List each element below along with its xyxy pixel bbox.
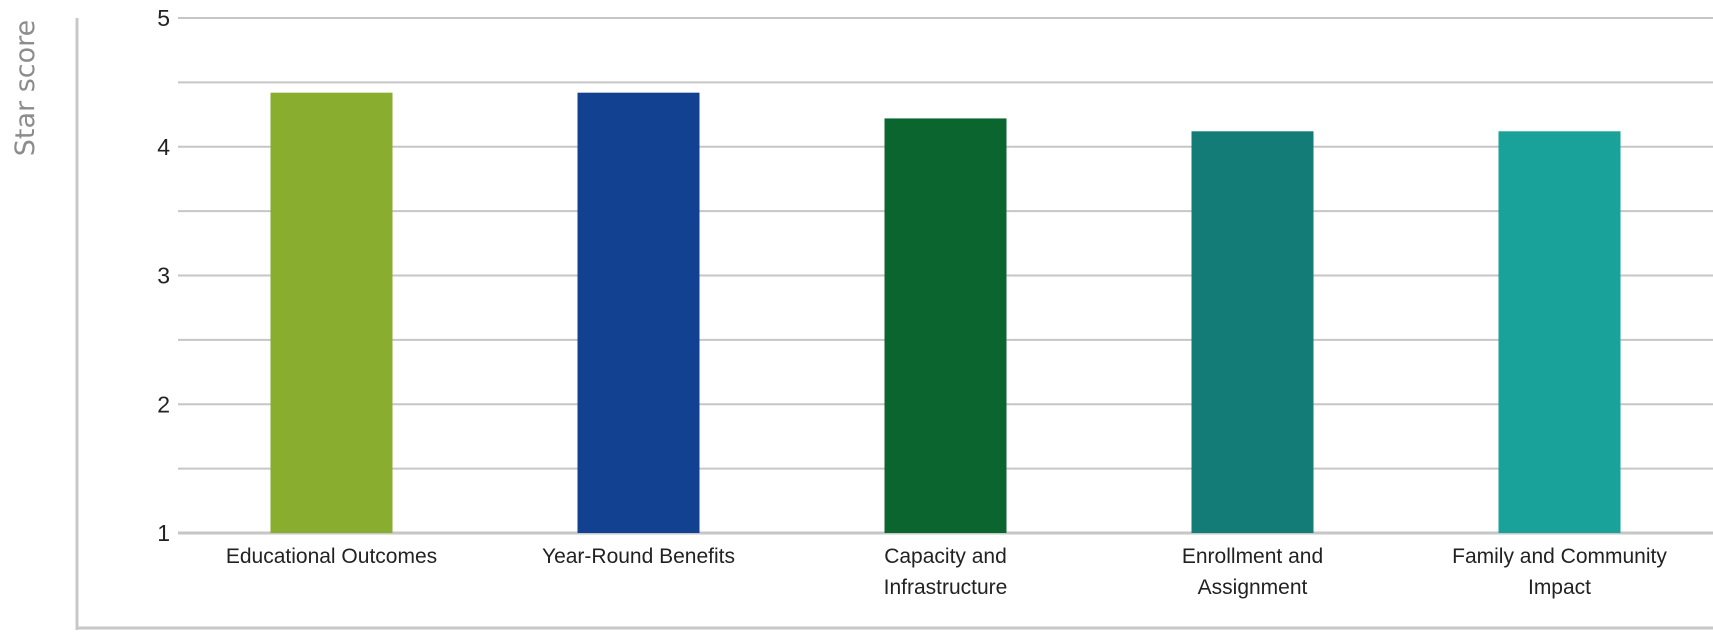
y-tick-labels: 1 2 3 4 5 bbox=[157, 5, 170, 546]
y-tick-label: 3 bbox=[157, 263, 170, 289]
bar bbox=[577, 92, 700, 534]
x-tick-label: Educational Outcomes bbox=[226, 545, 437, 568]
x-tick-label: Capacity and Infrastructure bbox=[884, 545, 1008, 599]
x-tick-labels: Educational Outcomes Year-Round Benefits C… bbox=[226, 545, 1668, 599]
bars bbox=[270, 92, 1621, 534]
y-tick-label: 2 bbox=[157, 391, 170, 417]
bar bbox=[884, 118, 1007, 534]
x-tick-label: Enrollment and Assignment bbox=[1182, 545, 1323, 599]
y-tick-label: 1 bbox=[157, 520, 170, 546]
y-axis-label: Star score bbox=[10, 20, 41, 157]
x-tick-label: Year-Round Benefits bbox=[542, 545, 735, 568]
y-tick-label: 5 bbox=[157, 5, 170, 31]
bar bbox=[1191, 131, 1314, 534]
y-tick-label: 4 bbox=[157, 134, 170, 160]
bar bbox=[1498, 131, 1621, 534]
x-tick-label: Family and Community Impact bbox=[1452, 545, 1667, 599]
bar bbox=[270, 92, 393, 534]
